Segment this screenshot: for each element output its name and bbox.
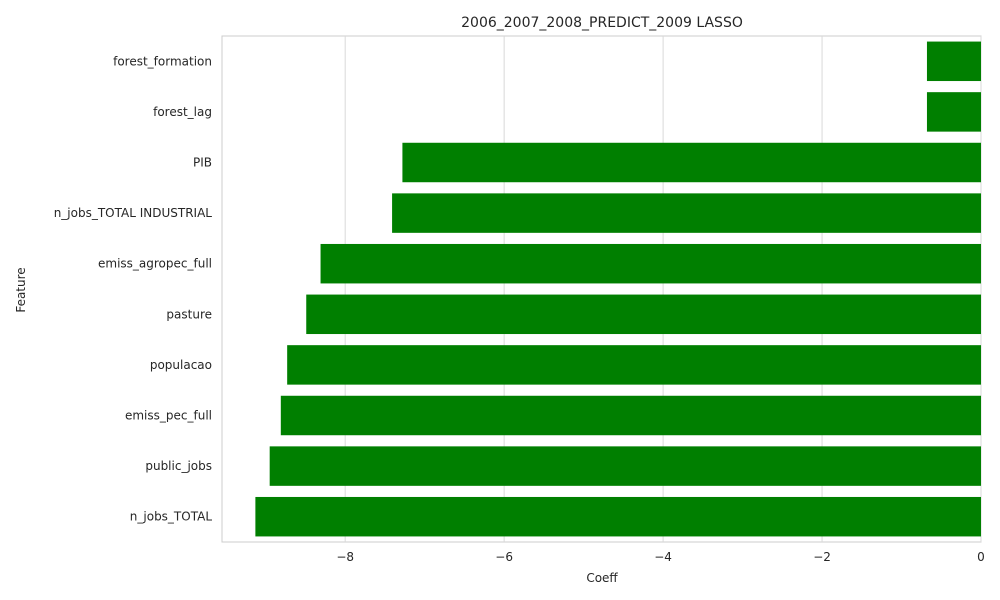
y-tick-label: populacao — [150, 358, 212, 372]
bar-forest-lag — [926, 92, 981, 132]
y-tick-label: public_jobs — [145, 459, 212, 473]
bar-forest-formation — [926, 41, 981, 82]
bar-emiss-agropec-full — [320, 243, 981, 284]
x-tick-label: −4 — [654, 550, 672, 564]
bar-pib — [402, 142, 982, 183]
chart-title: 2006_2007_2008_PREDICT_2009 LASSO — [461, 15, 743, 31]
y-tick-label: forest_formation — [113, 54, 212, 68]
bar-pasture — [306, 294, 982, 335]
bar-n-jobs-total-industrial — [392, 193, 981, 233]
x-tick-layer: −8 −6 −4 −2 0 — [336, 550, 984, 564]
y-tick-label: emiss_pec_full — [125, 409, 212, 423]
x-axis-label: Coeff — [586, 571, 618, 585]
y-tick-label: pasture — [166, 307, 212, 321]
bar-layer — [255, 41, 982, 537]
x-tick-label: −6 — [495, 550, 513, 564]
x-tick-label: −2 — [813, 550, 831, 564]
y-axis-label: Feature — [14, 267, 28, 312]
bar-emiss-pec-full — [280, 395, 981, 436]
y-tick-label: PIB — [193, 156, 212, 170]
y-tick-label: n_jobs_TOTAL INDUSTRIAL — [54, 206, 213, 220]
y-tick-label: emiss_agropec_full — [98, 257, 212, 271]
y-tick-label: forest_lag — [153, 105, 212, 119]
bar-populacao — [287, 345, 982, 385]
bar-n-jobs-total — [255, 496, 981, 537]
x-tick-label: −8 — [336, 550, 354, 564]
y-tick-label: n_jobs_TOTAL — [130, 510, 213, 524]
bar-public-jobs — [269, 446, 981, 486]
x-tick-label: 0 — [977, 550, 985, 564]
y-tick-layer: forest_formation forest_lag PIB n_jobs_TOTA… — [54, 54, 213, 523]
